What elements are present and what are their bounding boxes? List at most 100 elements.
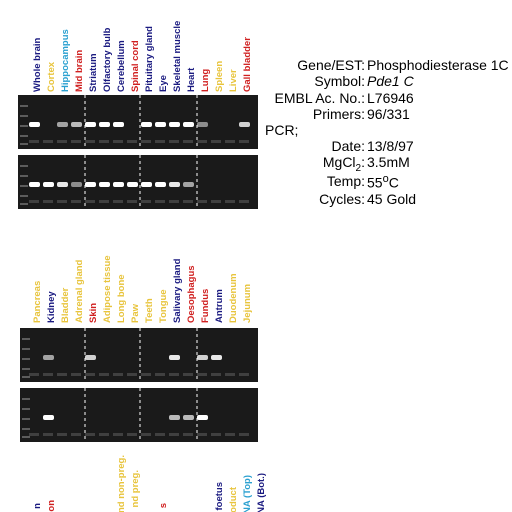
ladder-band xyxy=(22,436,30,438)
primer-band xyxy=(113,373,123,376)
lane-label: Eye xyxy=(158,75,169,92)
pcr-band xyxy=(85,122,96,127)
pcr-band xyxy=(43,415,54,420)
primer-band xyxy=(29,140,39,143)
info-row: Symbol: xyxy=(0,73,365,89)
lane-label: foetus xyxy=(214,482,225,511)
primer-band xyxy=(127,200,137,203)
lane-label: on xyxy=(46,500,57,512)
primer-band xyxy=(99,373,109,376)
primer-band xyxy=(225,373,235,376)
pcr-band xyxy=(29,122,40,127)
lane-label: n xyxy=(32,503,43,509)
primer-band xyxy=(169,200,179,203)
pcr-band xyxy=(113,122,124,127)
primer-band xyxy=(71,373,81,376)
primer-band xyxy=(85,433,95,436)
lane-label: Adrenal gland xyxy=(74,259,85,323)
lane-label: Long bone xyxy=(116,274,127,323)
info-label: Symbol: xyxy=(314,73,365,89)
pcr-band xyxy=(99,122,110,127)
lane-label: oduct xyxy=(228,486,239,512)
primer-band xyxy=(197,433,207,436)
primer-band xyxy=(197,140,207,143)
lane-label: Mid brain xyxy=(74,50,85,92)
pcr-band xyxy=(43,355,54,360)
pcr-band xyxy=(43,182,54,187)
pcr-band xyxy=(85,182,96,187)
info-row: Primers: xyxy=(0,106,365,122)
primer-band xyxy=(239,140,249,143)
primer-band xyxy=(183,200,193,203)
ladder-band xyxy=(22,398,30,400)
primer-band xyxy=(113,200,123,203)
primer-band xyxy=(99,140,109,143)
pcr-band xyxy=(71,122,82,127)
primer-band xyxy=(99,433,109,436)
lane-label: Pituitary gland xyxy=(144,26,155,92)
primer-band xyxy=(85,200,95,203)
lane-label: nd preg. xyxy=(130,470,141,507)
ladder-band xyxy=(20,115,28,117)
ladder-band xyxy=(22,428,30,430)
primer-band xyxy=(169,433,179,436)
temp-unit: C xyxy=(388,174,399,191)
info-value: 55oC xyxy=(367,173,399,191)
temp-degree: o xyxy=(382,173,389,185)
primer-band xyxy=(141,433,151,436)
ladder-band xyxy=(22,376,30,378)
ladder-band xyxy=(22,408,30,410)
info-value: 13/8/97 xyxy=(367,138,414,154)
info-label: Date: xyxy=(331,138,365,154)
ladder-band xyxy=(20,185,28,187)
pcr-band xyxy=(57,182,68,187)
ladder-band xyxy=(20,125,28,127)
pcr-band xyxy=(85,355,96,360)
primer-band xyxy=(43,433,53,436)
ladder-band xyxy=(20,105,28,107)
info-value: Phosphodiesterase 1C xyxy=(367,57,509,73)
primer-band xyxy=(225,200,235,203)
primer-band xyxy=(127,373,137,376)
primer-band xyxy=(57,373,67,376)
primer-band xyxy=(155,200,165,203)
pcr-band xyxy=(169,182,180,187)
primer-band xyxy=(155,140,165,143)
lane-label: s xyxy=(158,503,169,508)
pcr-band xyxy=(169,355,180,360)
primer-band xyxy=(29,200,39,203)
info-row: Temp: xyxy=(0,173,365,189)
primer-band xyxy=(85,373,95,376)
lane-label: Oesophagus xyxy=(186,265,197,323)
lane-label: nd non-preg. xyxy=(116,455,127,512)
primer-band xyxy=(71,200,81,203)
primer-band xyxy=(141,140,151,143)
lane-label: Striatum xyxy=(88,53,99,92)
pcr-band xyxy=(197,415,208,420)
primer-band xyxy=(169,140,179,143)
pcr-band xyxy=(183,415,194,420)
pcr-band xyxy=(127,182,138,187)
primer-band xyxy=(127,433,137,436)
primer-band xyxy=(43,373,53,376)
primer-band xyxy=(43,200,53,203)
pcr-band xyxy=(197,122,208,127)
info-value: L76946 xyxy=(367,90,414,106)
pcr-band xyxy=(183,182,194,187)
info-row: Date: xyxy=(0,138,365,154)
info-value: 3.5mM xyxy=(367,154,410,170)
primer-band xyxy=(225,140,235,143)
lane-label: Pancreas xyxy=(32,281,43,323)
ladder-band xyxy=(22,348,30,350)
info-value: 96/331 xyxy=(367,106,410,122)
info-label: Gene/EST: xyxy=(297,57,365,73)
lane-label: NA (Top) xyxy=(242,475,253,512)
lane-label: Salivary gland xyxy=(172,258,183,323)
pcr-band xyxy=(113,182,124,187)
primer-band xyxy=(155,433,165,436)
info-value: 45 Gold xyxy=(367,191,417,207)
lane-label: Antrum xyxy=(214,289,225,323)
primer-band xyxy=(183,433,193,436)
lane-label: Duodenum xyxy=(228,273,239,323)
